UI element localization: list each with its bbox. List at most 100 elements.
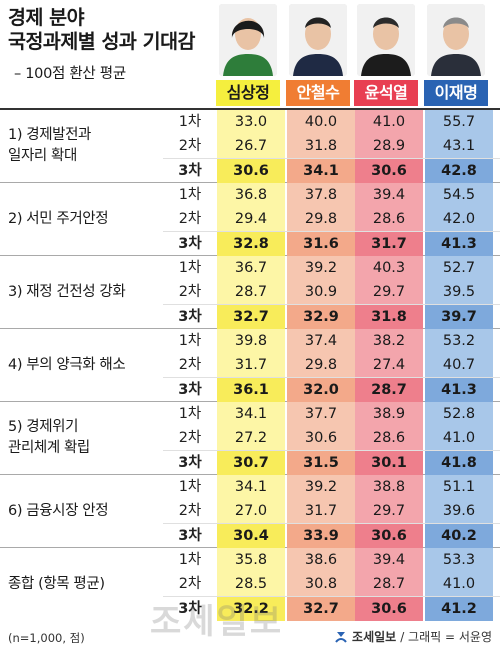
score-cell: 30.4 (217, 524, 285, 548)
round-label: 3차 (178, 236, 202, 252)
round-label: 3차 (178, 528, 202, 544)
score-cell: 30.6 (287, 426, 355, 450)
category-group: 1) 경제발전과 일자리 확대 1차 33.0 40.0 41.0 55.7 2차 26.7 3… (0, 110, 500, 183)
round-label: 2차 (178, 503, 202, 519)
category-label: 종합 (항목 평균) (8, 575, 105, 592)
candidate-header: 이재명 (424, 4, 488, 108)
score-cell: 39.7 (425, 305, 493, 329)
score-cell: 41.3 (425, 378, 493, 402)
score-cell: 53.3 (425, 548, 493, 572)
category-group: 3) 재정 건전성 강화 1차 36.7 39.2 40.3 52.7 2차 28.7 30.9… (0, 256, 500, 329)
round-label: 1차 (178, 479, 202, 495)
score-cell: 32.9 (287, 305, 355, 329)
score-row: 2차 28.5 30.8 28.7 41.0 (163, 572, 500, 596)
score-cell: 53.2 (425, 329, 493, 353)
score-cell: 33.0 (217, 110, 285, 134)
chart-title-line2: 국정과제별 성과 기대감 (8, 30, 195, 53)
candidate-photo (219, 4, 277, 76)
score-cell: 37.4 (287, 329, 355, 353)
score-cell: 36.1 (217, 378, 285, 402)
score-cell: 55.7 (425, 110, 493, 134)
score-cell: 28.9 (355, 134, 423, 158)
score-cell: 28.6 (355, 207, 423, 231)
score-row: 2차 26.7 31.8 28.9 43.1 (163, 134, 500, 158)
score-cell: 26.7 (217, 134, 285, 158)
round-label: 1차 (178, 406, 202, 422)
score-row: 2차 27.0 31.7 29.7 39.6 (163, 499, 500, 523)
score-cell: 30.6 (355, 159, 423, 183)
candidate-photo (427, 4, 485, 76)
score-cell: 27.4 (355, 353, 423, 377)
score-cell: 27.2 (217, 426, 285, 450)
score-row: 2차 31.7 29.8 27.4 40.7 (163, 353, 500, 377)
score-cell: 37.8 (287, 183, 355, 207)
round-label: 3차 (178, 455, 202, 471)
score-cell: 37.7 (287, 402, 355, 426)
round-label: 3차 (178, 309, 202, 325)
score-cell: 36.8 (217, 183, 285, 207)
score-cell: 38.2 (355, 329, 423, 353)
score-cell: 29.7 (355, 280, 423, 304)
category-group: 종합 (항목 평균) 1차 35.8 38.6 39.4 53.3 2차 28.5 30.8 28… (0, 548, 500, 621)
score-cell: 32.2 (217, 597, 285, 621)
chart-title: 경제 분야 국정과제별 성과 기대감 (8, 6, 195, 54)
score-cell: 42.0 (425, 207, 493, 231)
candidate-photo (289, 4, 347, 76)
round-label: 3차 (178, 601, 202, 617)
score-row: 1차 39.8 37.4 38.2 53.2 (163, 329, 500, 353)
score-cell: 28.6 (355, 426, 423, 450)
chart-title-line1: 경제 분야 (8, 6, 85, 29)
score-cell: 41.3 (425, 232, 493, 256)
score-cell: 40.0 (287, 110, 355, 134)
chart-footer: (n=1,000, 점) 조세일보 / 그래픽 = 서윤영 (0, 622, 500, 652)
score-cell: 27.0 (217, 499, 285, 523)
score-cell: 54.5 (425, 183, 493, 207)
round-label: 1차 (178, 260, 202, 276)
category-label: 5) 경제위기 관리체계 확립 (8, 419, 90, 456)
brand-name: 조세일보 (352, 630, 397, 644)
score-cell: 31.7 (217, 353, 285, 377)
score-cell: 39.2 (287, 475, 355, 499)
round-label: 2차 (178, 430, 202, 446)
score-cell: 31.7 (355, 232, 423, 256)
round-label: 1차 (178, 187, 202, 203)
score-row: 2차 29.4 29.8 28.6 42.0 (163, 207, 500, 231)
score-cell: 29.4 (217, 207, 285, 231)
score-row: 2차 27.2 30.6 28.6 41.0 (163, 426, 500, 450)
score-cell: 41.2 (425, 597, 493, 621)
score-cell: 30.7 (217, 451, 285, 475)
score-cell: 52.8 (425, 402, 493, 426)
score-cell: 30.8 (287, 572, 355, 596)
score-cell: 30.6 (355, 524, 423, 548)
score-cell: 28.7 (355, 572, 423, 596)
chart-subtitle: – 100점 환산 평균 (14, 66, 126, 82)
round-label: 2차 (178, 138, 202, 154)
score-cell: 39.6 (425, 499, 493, 523)
score-cell: 31.8 (287, 134, 355, 158)
score-cell: 31.6 (287, 232, 355, 256)
score-cell: 39.2 (287, 256, 355, 280)
sample-note: (n=1,000, 점) (8, 631, 85, 645)
score-cell: 30.1 (355, 451, 423, 475)
brand-logo-icon (335, 631, 347, 643)
score-cell: 40.3 (355, 256, 423, 280)
category-group: 4) 부의 양극화 해소 1차 39.8 37.4 38.2 53.2 2차 31.7 29.8… (0, 329, 500, 402)
candidate-name-tag: 윤석열 (354, 80, 418, 106)
score-cell: 32.0 (287, 378, 355, 402)
score-cell: 30.6 (355, 597, 423, 621)
score-cell: 41.0 (425, 426, 493, 450)
score-cell: 36.7 (217, 256, 285, 280)
score-row: 1차 36.8 37.8 39.4 54.5 (163, 183, 500, 207)
score-cell: 39.4 (355, 548, 423, 572)
score-cell: 28.5 (217, 572, 285, 596)
score-cell: 30.9 (287, 280, 355, 304)
score-cell: 31.5 (287, 451, 355, 475)
score-row: 3차 32.7 32.9 31.8 39.7 (163, 304, 500, 329)
score-row: 3차 36.1 32.0 28.7 41.3 (163, 377, 500, 402)
score-cell: 40.7 (425, 353, 493, 377)
score-cell: 34.1 (287, 159, 355, 183)
score-cell: 51.1 (425, 475, 493, 499)
category-label: 6) 금융시장 안정 (8, 502, 109, 519)
category-group: 5) 경제위기 관리체계 확립 1차 34.1 37.7 38.9 52.8 2차 27.2 3… (0, 402, 500, 475)
category-group: 2) 서민 주거안정 1차 36.8 37.8 39.4 54.5 2차 29.4 29.8 28… (0, 183, 500, 256)
